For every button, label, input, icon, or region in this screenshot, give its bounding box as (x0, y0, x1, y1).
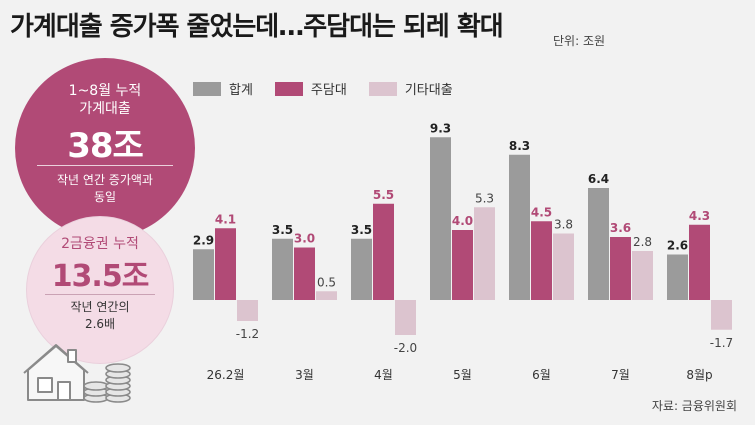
data-label-mortgage: 3.0 (294, 232, 315, 246)
chart-legend: 합계 주담대 기타대출 (193, 79, 453, 98)
bar-mortgage (215, 228, 236, 300)
bar-total (509, 154, 530, 300)
x-tick-label: 8월p (686, 368, 712, 382)
data-label-other: 0.5 (317, 275, 336, 289)
legend-label: 기타대출 (404, 83, 453, 98)
bar-total (272, 238, 293, 300)
data-label-other: 5.3 (475, 191, 494, 205)
summary-divider (37, 165, 173, 166)
bar-other (474, 207, 495, 300)
bar-other (632, 251, 653, 300)
bar-other (316, 291, 337, 300)
x-tick-label: 5월 (453, 368, 472, 382)
legend-swatch-other (368, 81, 397, 96)
bar-mortgage (689, 224, 710, 300)
data-label-mortgage: 3.6 (610, 221, 631, 235)
summary-label: 2금융권 누적 (61, 236, 139, 252)
summary-divider (45, 294, 155, 295)
data-label-total: 2.9 (193, 233, 214, 247)
bar-mortgage (452, 230, 473, 300)
x-tick-label: 7월 (611, 368, 630, 382)
legend-swatch-mortgage (274, 81, 303, 96)
source-note: 자료: 금융위원회 (651, 399, 737, 413)
x-tick-label: 6월 (532, 368, 551, 382)
data-label-total: 9.3 (430, 121, 451, 135)
summary-label: 1~8월 누적 가계대출 (68, 83, 142, 117)
data-label-total: 3.5 (351, 223, 372, 237)
data-label-mortgage: 5.5 (373, 188, 394, 202)
legend-label: 주담대 (310, 83, 347, 98)
legend-item-other: 기타대출 (368, 79, 453, 98)
chart-title: 가계대출 증가폭 줄었는데…주담대는 되레 확대 (10, 12, 504, 42)
legend-item-mortgage: 주담대 (274, 79, 347, 98)
bar-other (553, 233, 574, 300)
bar-other (711, 300, 732, 330)
summary-circle-secondary-financial: 2금융권 누적 13.5조 작년 연간의 2.6배 (26, 216, 174, 364)
bar-mortgage (373, 203, 394, 300)
legend-swatch-total (193, 81, 221, 96)
summary-note: 작년 연간의 2.6배 (70, 300, 130, 331)
bar-total (588, 188, 609, 300)
legend-label: 합계 (229, 83, 253, 98)
data-label-other: 2.8 (633, 235, 652, 249)
data-label-total: 2.6 (667, 239, 688, 253)
bar-mortgage (610, 237, 631, 300)
data-label-mortgage: 4.0 (452, 214, 473, 228)
data-label-other: 3.8 (554, 218, 573, 232)
bar-other (237, 300, 258, 321)
data-label-other: -1.7 (710, 336, 733, 350)
bar-total (430, 137, 451, 300)
data-label-mortgage: 4.3 (689, 209, 710, 223)
x-tick-label: 3월 (295, 368, 314, 382)
data-label-mortgage: 4.5 (531, 205, 552, 219)
house-coins-illustration (23, 344, 131, 403)
x-tick-label: 26.2월 (207, 368, 245, 382)
data-label-other: -1.2 (236, 327, 259, 341)
summary-value: 13.5조 (51, 259, 150, 294)
data-label-total: 8.3 (509, 139, 530, 153)
data-label-total: 6.4 (588, 172, 609, 186)
summary-note: 작년 연간 증가액과 동일 (57, 173, 153, 204)
unit-label: 단위: 조원 (553, 34, 606, 48)
data-label-total: 3.5 (272, 223, 293, 237)
bar-mortgage (294, 247, 315, 300)
data-label-mortgage: 4.1 (215, 212, 236, 226)
bar-total (351, 238, 372, 300)
summary-circle-household-loans: 1~8월 누적 가계대출 38조 작년 연간 증가액과 동일 (15, 58, 195, 238)
summary-value: 38조 (67, 126, 144, 166)
bar-total (193, 249, 214, 300)
bar-total (667, 254, 688, 300)
data-label-other: -2.0 (394, 341, 417, 355)
bar-mortgage (531, 221, 552, 300)
legend-item-total: 합계 (193, 79, 253, 98)
bar-other (395, 300, 416, 335)
x-tick-label: 4월 (374, 368, 393, 382)
